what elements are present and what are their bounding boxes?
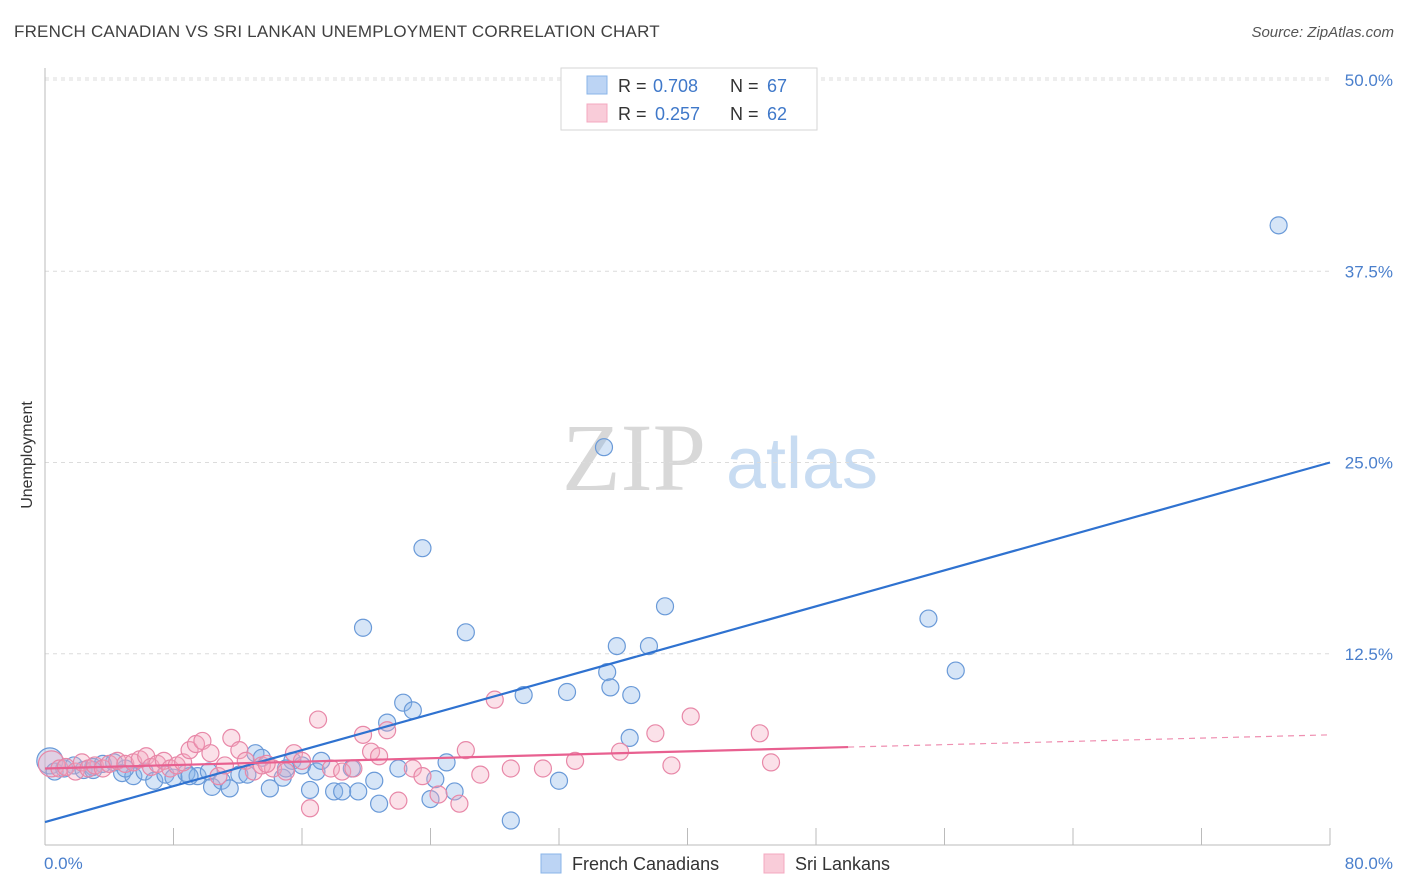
- point-french-canadian: [403, 701, 422, 720]
- point-french-canadian: [620, 728, 639, 748]
- point-sri-lankan: [761, 753, 781, 772]
- point-french-canadian: [655, 597, 675, 616]
- point-french-canadian: [607, 636, 626, 656]
- y-tick-label: 50.0%: [1345, 71, 1393, 90]
- x-tick-label-min: 0.0%: [44, 854, 83, 873]
- point-sri-lankan: [450, 794, 469, 813]
- point-french-canadian: [639, 636, 659, 656]
- point-french-canadian: [333, 782, 352, 801]
- watermark-atlas: atlas: [726, 424, 878, 504]
- point-french-canadian: [394, 693, 413, 712]
- point-sri-lankan: [429, 785, 448, 804]
- point-french-canadian: [601, 678, 620, 697]
- point-sri-lankan: [389, 791, 408, 810]
- bottom-legend-swatch-sri-lankans: [763, 853, 785, 874]
- legend-n-label-1: N =: [730, 104, 759, 124]
- point-sri-lankan: [471, 765, 490, 784]
- point-sri-lankan: [610, 742, 630, 761]
- chart-title: FRENCH CANADIAN VS SRI LANKAN UNEMPLOYME…: [14, 22, 660, 41]
- point-french-canadian: [514, 685, 533, 705]
- point-sri-lankan: [370, 747, 389, 766]
- source-label: Source: ZipAtlas.com: [1251, 24, 1394, 41]
- legend-swatch-french-canadians: [586, 75, 608, 95]
- trend-line-sri-lankans: [44, 745, 849, 770]
- point-sri-lankan: [646, 724, 665, 743]
- point-french-canadian: [353, 618, 373, 637]
- bottom-legend-label-french-canadians: French Canadians: [572, 854, 719, 874]
- point-french-canadian: [501, 811, 520, 830]
- point-french-canadian: [413, 539, 432, 558]
- legend-n-value-1: 62: [767, 104, 787, 124]
- point-sri-lankan: [403, 759, 422, 778]
- point-french-canadian: [202, 777, 222, 796]
- point-sri-lankan: [276, 762, 296, 781]
- legend-r-value-1: 0.257: [655, 104, 700, 124]
- point-sri-lankan: [201, 744, 220, 763]
- y-tick-label: 25.0%: [1345, 454, 1393, 473]
- point-french-canadian: [1269, 216, 1288, 235]
- y-tick-label: 37.5%: [1345, 262, 1393, 281]
- point-sri-lankan: [533, 759, 553, 778]
- point-french-canadian: [437, 753, 456, 772]
- x-tick-label-max: 80.0%: [1345, 854, 1393, 873]
- point-french-canadian: [260, 779, 279, 798]
- legend-r-value-0: 0.708: [653, 76, 698, 96]
- point-french-canadian: [456, 623, 475, 642]
- point-french-canadian: [594, 438, 614, 457]
- point-french-canadian: [365, 771, 384, 790]
- trend-line-sri-lankans-extension: [848, 734, 1331, 748]
- legend-n-value-0: 67: [767, 76, 787, 96]
- bottom-legend: French Canadians Sri Lankans: [540, 853, 890, 874]
- legend-r-label-1: R =: [618, 104, 647, 124]
- point-french-canadian: [300, 780, 320, 800]
- point-french-canadian: [220, 779, 239, 798]
- point-sri-lankan: [681, 707, 700, 726]
- bottom-legend-label-sri-lankans: Sri Lankans: [795, 854, 890, 874]
- legend-n-label-0: N =: [730, 76, 759, 96]
- point-sri-lankan: [501, 759, 520, 778]
- point-sri-lankan: [413, 767, 432, 786]
- trend-line-french-canadians: [44, 461, 1331, 824]
- top-legend: R = 0.708 N = 67 R = 0.257 N = 62: [560, 67, 818, 131]
- point-sri-lankan: [230, 741, 249, 760]
- point-sri-lankan: [308, 710, 328, 729]
- point-sri-lankan: [662, 756, 681, 775]
- legend-r-label-0: R =: [618, 76, 647, 96]
- point-sri-lankan: [93, 759, 112, 778]
- point-sri-lankan: [344, 759, 363, 778]
- point-sri-lankan: [300, 799, 320, 818]
- bottom-legend-swatch-french-canadians: [540, 853, 562, 874]
- legend-swatch-sri-lankans: [586, 103, 608, 123]
- point-french-canadian: [946, 661, 965, 680]
- point-sri-lankan: [750, 724, 769, 743]
- y-tick-label: 12.5%: [1345, 645, 1393, 664]
- point-sri-lankan: [565, 751, 585, 770]
- point-french-canadian: [349, 782, 368, 801]
- point-french-canadian: [549, 771, 569, 790]
- point-sri-lankan: [333, 762, 352, 781]
- point-sri-lankan: [456, 741, 475, 760]
- point-french-canadian: [919, 609, 938, 628]
- point-french-canadian: [370, 794, 389, 813]
- point-french-canadian: [307, 762, 326, 781]
- point-french-canadian: [622, 685, 641, 705]
- watermark-zip: ZIP: [562, 404, 706, 511]
- point-french-canadian: [557, 682, 577, 702]
